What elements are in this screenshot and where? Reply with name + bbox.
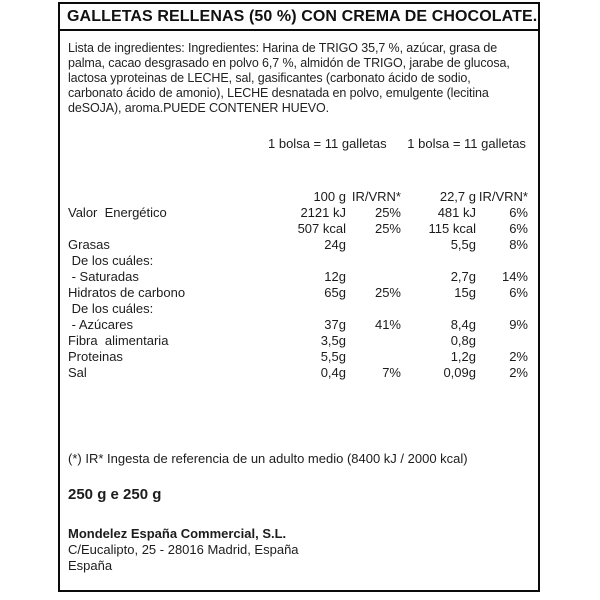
ir-per-100g — [346, 253, 401, 269]
manufacturer-address: C/Eucalipto, 25 - 28016 Madrid, España — [68, 542, 299, 557]
nutrient-label: De los cuáles: — [68, 253, 154, 268]
value-per-100g: 0,4g — [320, 365, 346, 380]
ir-per-100g: 7% — [382, 365, 401, 380]
value-per-100g: 65g — [324, 285, 346, 300]
ir-per-100g: 25% — [374, 221, 401, 236]
nutrition-table: 100 g IR/VRN* 22,7 g IR/VRN* Valor Energ… — [68, 189, 530, 381]
value-per-portion: 481 kJ — [437, 205, 476, 220]
value-per-portion: 0,8g — [450, 333, 476, 348]
value-per-100g: 3,5g — [320, 333, 346, 348]
ir-per-portion: 14% — [501, 269, 528, 284]
serving-note-right: 1 bolsa = 11 galletas — [407, 136, 526, 151]
ir-per-portion — [476, 333, 528, 349]
value-per-portion — [401, 253, 476, 269]
nutrient-label — [68, 221, 246, 237]
col-header-spacer — [68, 189, 246, 205]
value-per-100g — [246, 301, 346, 317]
ir-per-100g: 41% — [374, 317, 401, 332]
ir-per-100g — [346, 349, 401, 365]
value-per-portion: 15g — [454, 285, 476, 300]
nutrition-header-row: 100 g IR/VRN* 22,7 g IR/VRN* — [68, 189, 530, 205]
ir-per-100g — [346, 269, 401, 285]
manufacturer-country: España — [68, 558, 113, 573]
nutrition-row-salt: Sal 0,4g 7% 0,09g 2% — [68, 365, 530, 381]
nutrition-row-sugars: - Azúcares 37g 41% 8,4g 9% — [68, 317, 530, 333]
nutrition-row-saturates: - Saturadas 12g 2,7g 14% — [68, 269, 530, 285]
col-header-portion: 22,7 g — [439, 189, 476, 204]
nutrient-label: Hidratos de carbono — [68, 285, 186, 300]
ir-per-100g — [346, 333, 401, 349]
label-title: GALLETAS RELLENAS (50 %) CON CREMA DE CH… — [60, 4, 538, 31]
nutrition-row-carbohydrate: Hidratos de carbono 65g 25% 15g 6% — [68, 285, 530, 301]
col-header-100g: 100 g — [313, 189, 346, 204]
nutrient-label: Grasas — [68, 237, 110, 252]
nutrition-row-fibre: Fibra alimentaria 3,5g 0,8g — [68, 333, 530, 349]
value-per-100g: 24g — [324, 237, 346, 252]
ir-per-portion: 9% — [509, 317, 528, 332]
value-per-100g: 12g — [324, 269, 346, 284]
reference-intake-footnote: (*) IR* Ingesta de referencia de un adul… — [68, 451, 468, 466]
ir-per-portion: 6% — [509, 285, 528, 300]
value-per-100g: 37g — [324, 317, 346, 332]
ir-per-portion — [476, 301, 528, 317]
ir-per-100g — [346, 237, 401, 253]
nutrient-label: Sal — [68, 365, 87, 380]
col-header-ir-portion: IR/VRN* — [478, 189, 528, 204]
serving-note-left: 1 bolsa = 11 galletas — [268, 136, 387, 151]
value-per-portion: 2,7g — [450, 269, 476, 284]
value-per-100g — [246, 253, 346, 269]
ingredients-text: Lista de ingredientes: Ingredientes: Har… — [68, 41, 510, 115]
nutrient-label: - Azúcares — [68, 317, 134, 332]
nutrition-row-energy: Valor Energético 2121 kJ 25% 481 kJ 6% — [68, 205, 530, 221]
serving-info: 1 bolsa = 11 galletas 1 bolsa = 11 galle… — [68, 136, 530, 151]
nutrition-row-of-which-1: De los cuáles: — [68, 253, 530, 269]
ir-per-portion: 6% — [509, 205, 528, 220]
nutrition-row-protein: Proteinas 5,5g 1,2g 2% — [68, 349, 530, 365]
ir-per-100g: 25% — [374, 285, 401, 300]
ir-per-portion — [476, 253, 528, 269]
ir-per-portion: 2% — [509, 349, 528, 364]
product-label: GALLETAS RELLENAS (50 %) CON CREMA DE CH… — [58, 2, 540, 592]
value-per-portion: 8,4g — [450, 317, 476, 332]
value-per-portion: 1,2g — [450, 349, 476, 364]
nutrition-row-of-which-2: De los cuáles: — [68, 301, 530, 317]
nutrient-label: Fibra alimentaria — [68, 333, 169, 348]
nutrient-label: Proteinas — [68, 349, 123, 364]
ir-per-portion: 2% — [509, 365, 528, 380]
value-per-portion: 5,5g — [450, 237, 476, 252]
ir-per-100g: 25% — [374, 205, 401, 220]
value-per-100g: 507 kcal — [297, 221, 346, 236]
ir-per-100g — [346, 301, 401, 317]
nutrient-label: Valor Energético — [68, 205, 167, 220]
col-header-ir-100g: IR/VRN* — [351, 189, 401, 204]
nutrition-row-energy-kcal: 507 kcal 25% 115 kcal 6% — [68, 221, 530, 237]
net-weight: 250 g e 250 g — [68, 486, 162, 503]
nutrient-label: - Saturadas — [68, 269, 139, 284]
value-per-100g: 2121 kJ — [300, 205, 346, 220]
nutrient-label: De los cuáles: — [68, 301, 154, 316]
value-per-100g: 5,5g — [320, 349, 346, 364]
manufacturer-name: Mondelez España Commercial, S.L. — [68, 526, 287, 541]
value-per-portion — [401, 301, 476, 317]
value-per-portion: 115 kcal — [428, 221, 476, 236]
ir-per-portion: 6% — [509, 221, 528, 236]
manufacturer-block: Mondelez España Commercial, S.L. C/Eucal… — [68, 526, 530, 574]
value-per-portion: 0,09g — [443, 365, 476, 380]
nutrition-row-fat: Grasas 24g 5,5g 8% — [68, 237, 530, 253]
label-content: Lista de ingredientes: Ingredientes: Har… — [60, 41, 538, 574]
ir-per-portion: 8% — [509, 237, 528, 252]
